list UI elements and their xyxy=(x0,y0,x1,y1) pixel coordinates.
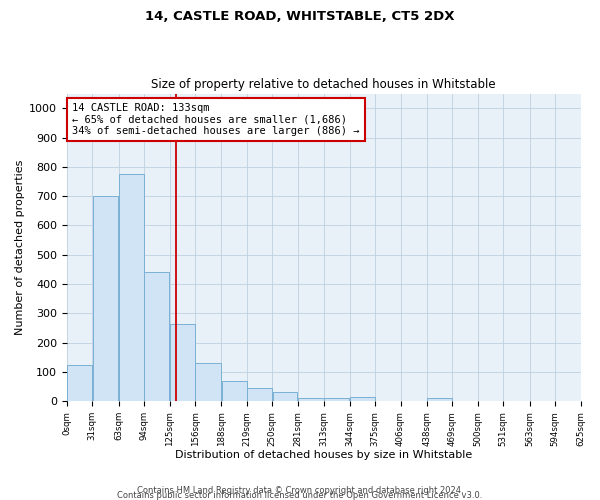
Title: Size of property relative to detached houses in Whitstable: Size of property relative to detached ho… xyxy=(151,78,496,91)
Bar xyxy=(427,398,452,401)
Text: Contains public sector information licensed under the Open Government Licence v3: Contains public sector information licen… xyxy=(118,491,482,500)
Bar xyxy=(272,392,298,401)
Bar xyxy=(170,324,195,401)
Bar xyxy=(298,398,324,401)
Bar xyxy=(350,397,375,401)
Bar xyxy=(119,174,144,401)
X-axis label: Distribution of detached houses by size in Whitstable: Distribution of detached houses by size … xyxy=(175,450,472,460)
Bar xyxy=(67,364,92,401)
Text: Contains HM Land Registry data © Crown copyright and database right 2024.: Contains HM Land Registry data © Crown c… xyxy=(137,486,463,495)
Bar xyxy=(196,363,221,401)
Bar xyxy=(92,196,118,401)
Y-axis label: Number of detached properties: Number of detached properties xyxy=(15,160,25,335)
Text: 14, CASTLE ROAD, WHITSTABLE, CT5 2DX: 14, CASTLE ROAD, WHITSTABLE, CT5 2DX xyxy=(145,10,455,23)
Bar xyxy=(222,380,247,401)
Bar xyxy=(325,398,349,401)
Bar xyxy=(145,272,169,401)
Bar xyxy=(247,388,272,401)
Text: 14 CASTLE ROAD: 133sqm
← 65% of detached houses are smaller (1,686)
34% of semi-: 14 CASTLE ROAD: 133sqm ← 65% of detached… xyxy=(72,103,359,136)
